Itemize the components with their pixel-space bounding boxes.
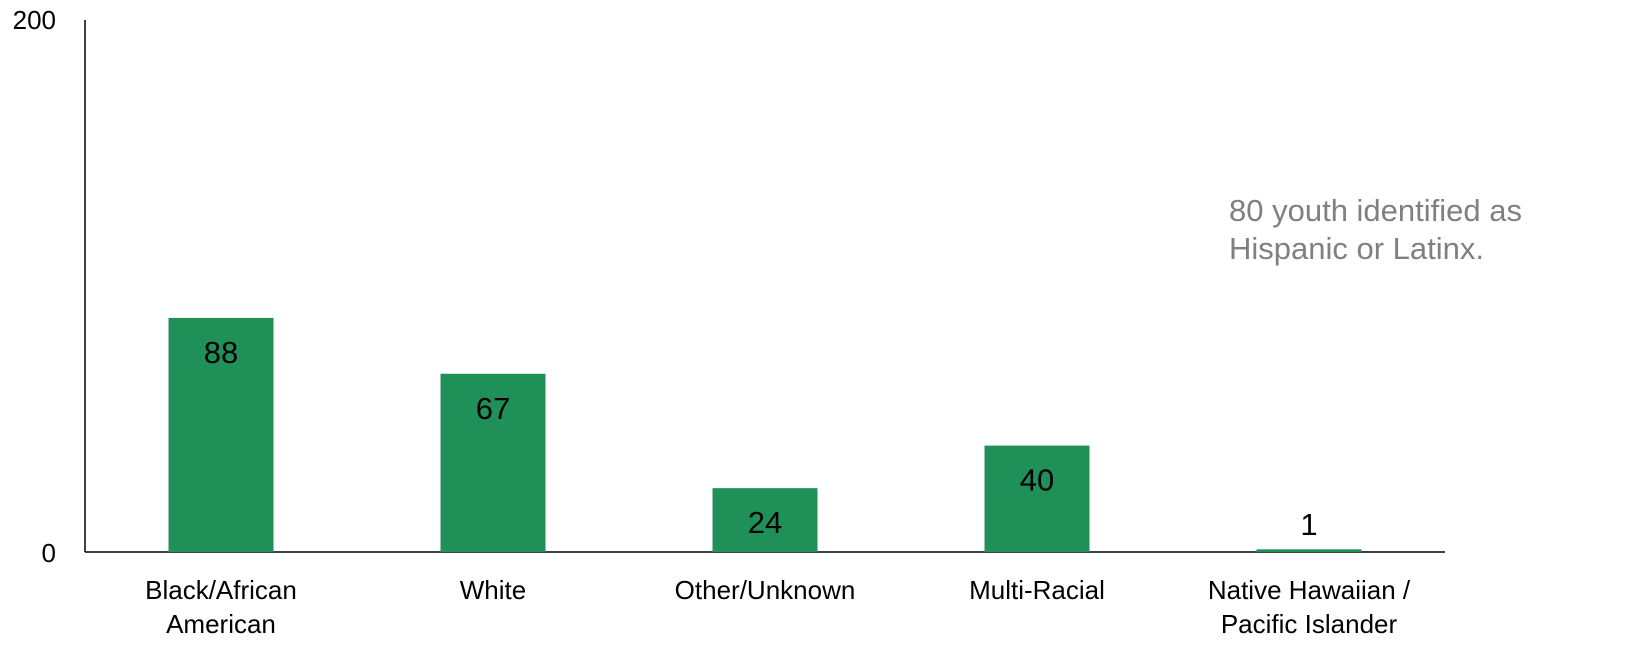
x-tick-label: Multi-Racial xyxy=(969,575,1105,605)
x-tick-label-line: American xyxy=(166,609,276,639)
y-tick-label-min: 0 xyxy=(42,538,56,568)
bar-data-label: 40 xyxy=(1020,463,1054,498)
hispanic-latinx-annotation: 80 youth identified as Hispanic or Latin… xyxy=(1229,192,1629,268)
x-tick-label-line: Black/African xyxy=(145,575,297,605)
bar xyxy=(1256,549,1362,552)
bars-group: 88 67 24 40 1 xyxy=(168,317,1362,552)
x-tick-labels-group: Black/African American White Other/Unknown M… xyxy=(145,575,1411,639)
x-tick-label: Other/Unknown xyxy=(675,575,856,605)
annotation-line-2: Hispanic or Latinx. xyxy=(1229,231,1485,266)
bar-data-label: 88 xyxy=(204,335,238,370)
bar-data-label: 1 xyxy=(1300,507,1317,542)
bar xyxy=(440,373,546,552)
bar-data-label: 67 xyxy=(476,391,510,426)
x-tick-label-line: Pacific Islander xyxy=(1221,609,1398,639)
x-tick-label: Black/African American xyxy=(145,575,297,639)
annotation-line-1: 80 youth identified as xyxy=(1229,193,1522,228)
bar xyxy=(712,488,818,552)
x-tick-label-line: Multi-Racial xyxy=(969,575,1105,605)
bar xyxy=(984,445,1090,552)
x-tick-label-line: White xyxy=(460,575,526,605)
y-tick-label-max: 200 xyxy=(13,5,56,35)
bar xyxy=(168,317,274,552)
x-tick-label: White xyxy=(460,575,526,605)
x-tick-label-line: Other/Unknown xyxy=(675,575,856,605)
bar-data-label: 24 xyxy=(748,505,782,540)
x-tick-label: Native Hawaiian / Pacific Islander xyxy=(1208,575,1411,639)
x-tick-label-line: Native Hawaiian / xyxy=(1208,575,1411,605)
